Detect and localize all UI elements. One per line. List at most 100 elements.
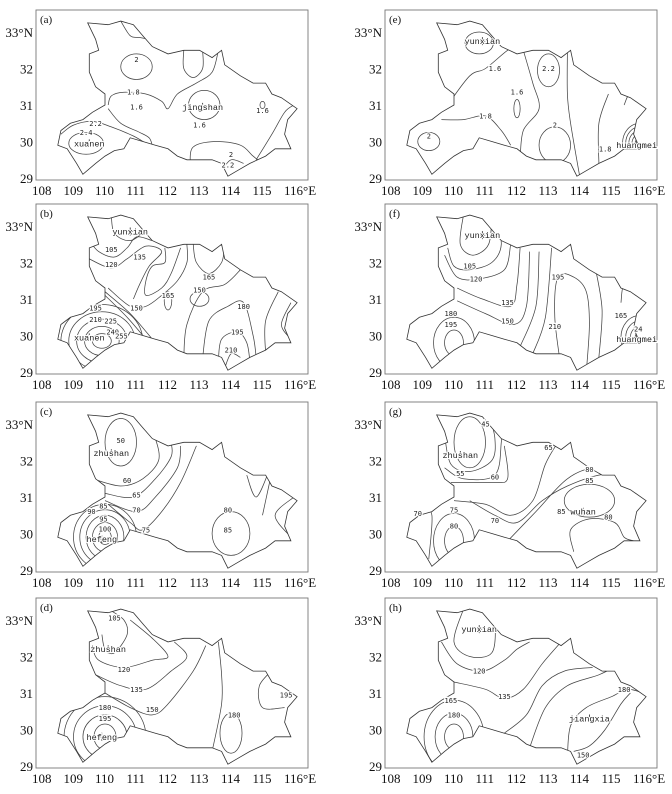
- lon-tick-label: 114: [570, 377, 590, 392]
- station-name: jiangxia: [569, 715, 610, 725]
- contour-label: 180: [228, 711, 241, 719]
- lon-tick-label: 111: [127, 183, 146, 198]
- contour-line: [107, 108, 153, 146]
- station-marker-icon: [199, 102, 206, 111]
- station-name: yunxian: [112, 227, 148, 237]
- station-name: hefeng: [87, 535, 118, 545]
- lat-tick-label: 32: [369, 256, 382, 271]
- lon-tick-label: 108: [381, 377, 401, 392]
- contour-line: [264, 291, 279, 354]
- station-yunxian: yunxian: [111, 226, 149, 238]
- station-xuanen: xuanen: [73, 332, 106, 344]
- province-outline: [57, 214, 298, 371]
- contour-label: 135: [130, 686, 143, 694]
- lat-tick-label: 29: [369, 171, 382, 186]
- station-marker-icon: [98, 732, 105, 741]
- lon-tick-label: 108: [381, 771, 401, 786]
- contour-line: [60, 121, 147, 144]
- lat-tick-label: 31: [20, 686, 33, 701]
- station-name: zhushan: [442, 451, 478, 461]
- contour-line: [211, 641, 223, 752]
- lon-tick-label: 115: [602, 377, 621, 392]
- contour-label: 80: [604, 514, 612, 522]
- lat-tick-label: 30: [20, 329, 33, 344]
- station-marker-icon: [479, 37, 486, 46]
- station-zhushan: zhushan: [92, 448, 130, 460]
- station-hefeng: hefeng: [86, 534, 119, 546]
- lon-tick-label: 113: [190, 183, 209, 198]
- lon-tick-label: 115: [602, 575, 621, 590]
- panel-label: (d): [40, 602, 53, 614]
- contour-label: 70: [414, 510, 422, 518]
- contour-line: [563, 483, 616, 518]
- contour-label: 255: [115, 333, 128, 341]
- lon-tick-label: 111: [476, 771, 495, 786]
- contour-label: 1.6: [256, 107, 269, 115]
- contour-label: 210: [225, 347, 238, 355]
- contour-label: 135: [501, 299, 514, 307]
- lat-tick-label: 30: [20, 723, 33, 738]
- lat-tick-label: 31: [20, 292, 33, 307]
- contour-label: 165: [445, 697, 458, 705]
- lat-tick-label: 31: [20, 490, 33, 505]
- contour-line: [183, 269, 241, 358]
- lat-tick-label: 30: [369, 135, 382, 150]
- lat-tick-label: 29: [369, 365, 382, 380]
- contour-line: [104, 445, 181, 512]
- contour-line: [189, 141, 263, 164]
- contour-label: 45: [481, 421, 489, 429]
- station-huangmei: huangmei: [615, 334, 658, 346]
- lon-tick-label: 109: [413, 183, 433, 198]
- lon-tick-label: 112: [507, 183, 526, 198]
- panel-label: (h): [389, 602, 402, 614]
- contour-label: 180: [618, 686, 631, 694]
- contour-line: [456, 251, 530, 325]
- lon-tick-label: 113: [190, 771, 209, 786]
- lon-tick-label: 116°E: [284, 183, 316, 198]
- contour-label: 135: [133, 254, 146, 262]
- lat-tick-label: 29: [20, 563, 33, 578]
- contour-label: 2.4: [80, 129, 93, 137]
- lon-tick-label: 115: [253, 575, 272, 590]
- lat-tick-label: 29: [369, 563, 382, 578]
- contour-label: 65: [544, 444, 552, 452]
- lat-tick-label: 29: [20, 365, 33, 380]
- station-name: huangmei: [616, 141, 657, 151]
- station-marker-icon: [633, 335, 640, 344]
- contour-line: [453, 442, 559, 516]
- contour-label: 195: [280, 691, 293, 699]
- contour-line: [459, 215, 493, 256]
- lon-tick-label: 116°E: [633, 377, 665, 392]
- contour-label: 120: [470, 275, 483, 283]
- lon-tick-label: 112: [507, 575, 526, 590]
- contour-line: [554, 273, 590, 371]
- contour-line: [532, 247, 552, 354]
- lon-tick-label: 112: [158, 771, 177, 786]
- contour-label: 80: [585, 466, 593, 474]
- lon-tick-label: 115: [253, 377, 272, 392]
- province-outline: [57, 20, 298, 177]
- contour-line: [92, 333, 112, 349]
- lon-tick-label: 116°E: [633, 183, 665, 198]
- contour-label: 195: [99, 715, 112, 723]
- station-hefeng: hefeng: [86, 732, 119, 744]
- contour-line: [255, 104, 295, 160]
- station-marker-icon: [127, 227, 134, 236]
- lon-tick-label: 110: [444, 377, 463, 392]
- contour-label: 85: [557, 508, 565, 516]
- contour-line: [188, 90, 221, 120]
- contour-label: 85: [224, 526, 232, 534]
- contour-label: 1.8: [599, 145, 612, 153]
- lat-tick-label: 29: [20, 759, 33, 774]
- contour-label: 120: [118, 666, 131, 674]
- contour-label: 225: [104, 317, 117, 325]
- lon-tick-label: 111: [127, 575, 146, 590]
- lon-tick-label: 110: [95, 377, 114, 392]
- contour-line: [597, 93, 609, 164]
- contour-label: 70: [132, 506, 140, 514]
- lon-tick-label: 116°E: [284, 377, 316, 392]
- lat-tick-label: 32: [20, 650, 33, 665]
- contour-line: [274, 496, 295, 538]
- contour-label: 80: [224, 506, 232, 514]
